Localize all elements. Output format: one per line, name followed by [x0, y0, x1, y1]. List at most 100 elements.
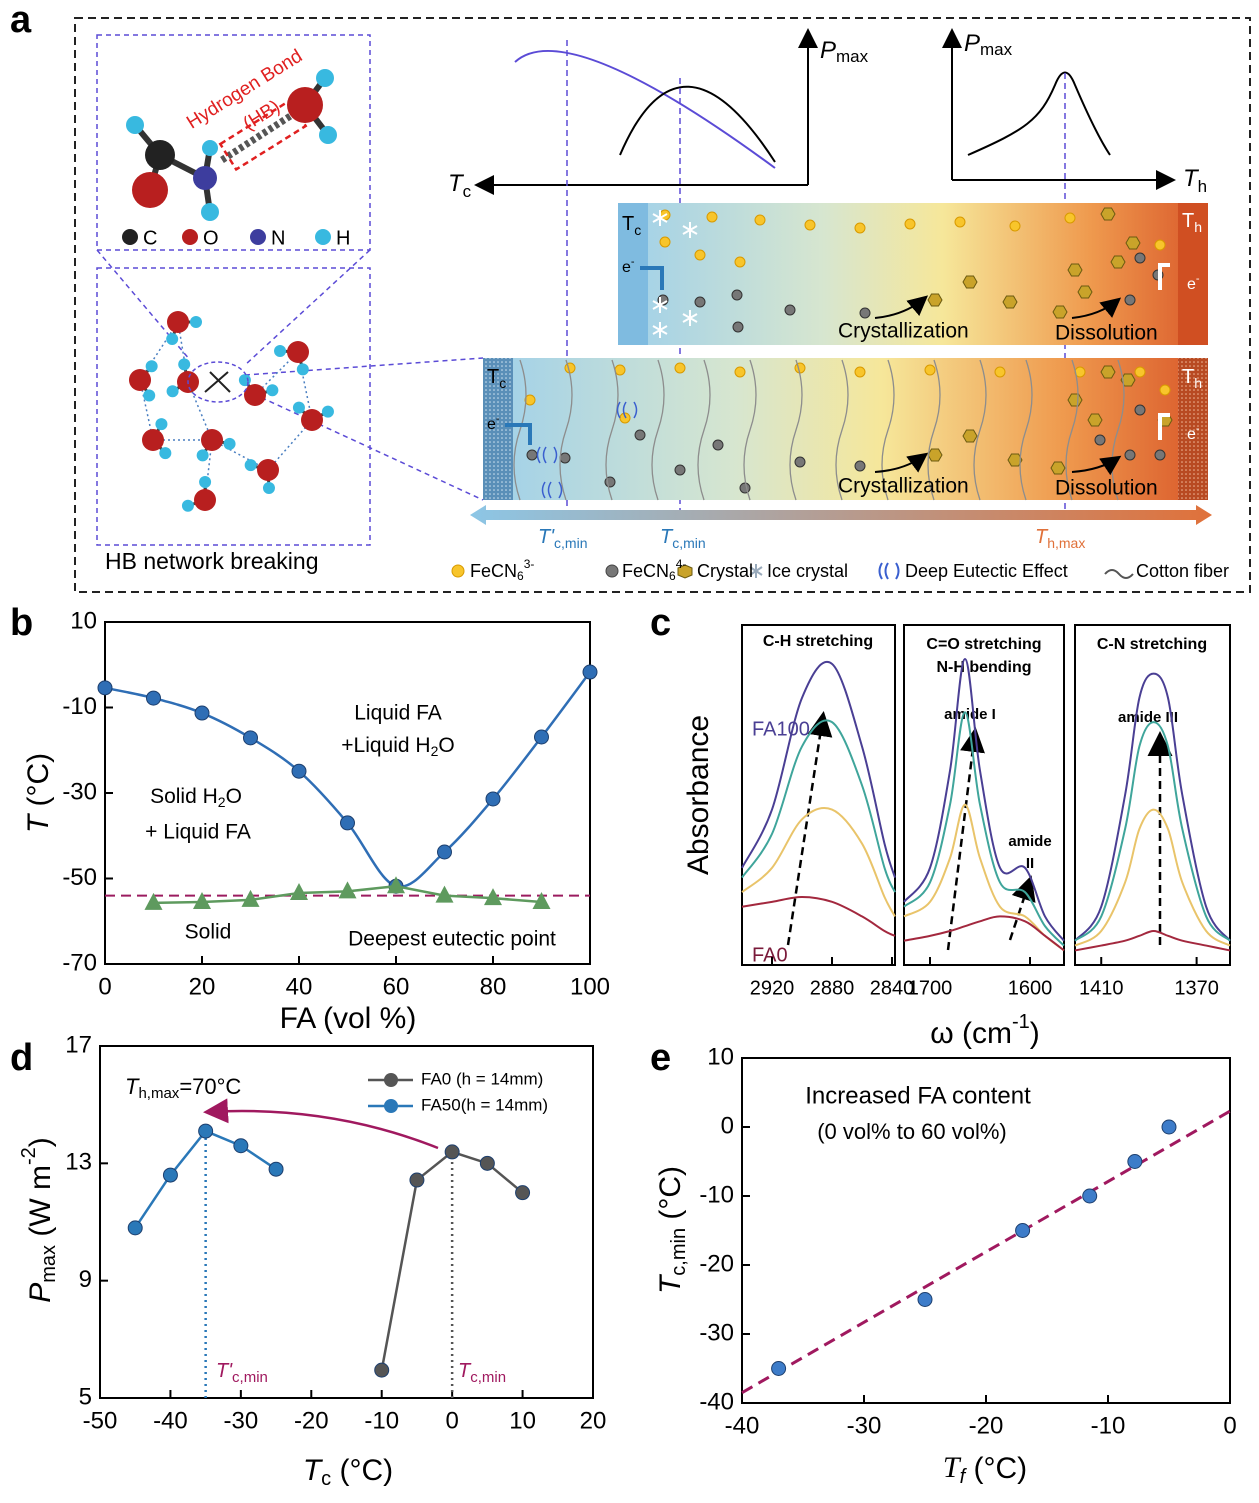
- y-tick-label: -40: [699, 1388, 734, 1415]
- crystal: [1052, 305, 1068, 319]
- axis-label: Th: [1183, 165, 1207, 196]
- data-point: [435, 885, 454, 903]
- x-tick-label: -40: [153, 1407, 188, 1434]
- atom-label: N: [271, 227, 285, 249]
- ice-crystal: [652, 322, 668, 338]
- data-point: [146, 690, 161, 706]
- y-axis-title: Absorbance: [682, 715, 715, 875]
- crystal: [962, 429, 978, 443]
- cotton-fiber: [881, 359, 895, 501]
- h-atom: [181, 499, 194, 512]
- molecule: [126, 69, 337, 221]
- hot-electrode: [1178, 203, 1208, 345]
- h-atom: [166, 385, 179, 398]
- ferrocyanide: [1134, 404, 1146, 416]
- spectrum: [741, 895, 896, 937]
- electron-arrow: [505, 423, 532, 445]
- data-point: [479, 1155, 495, 1171]
- electrode-label: Tc: [487, 366, 506, 390]
- spectrum: [741, 807, 896, 917]
- annotation: Solid: [185, 921, 232, 944]
- x-tick-label: -20: [969, 1412, 1004, 1439]
- electron-arrow: [1158, 413, 1170, 440]
- h-atom: [166, 333, 179, 346]
- annotation: +Liquid H2O: [341, 734, 454, 759]
- crystal: [1087, 413, 1103, 427]
- y-axis-title: Tc,min (°C): [654, 1166, 690, 1294]
- y-tick-label: -30: [62, 778, 97, 805]
- o-atom: [194, 489, 216, 511]
- data-point: [291, 763, 307, 779]
- spectrum: [1074, 721, 1231, 942]
- x-axis-title: Tc (°C): [303, 1454, 393, 1490]
- o-atom: [287, 341, 309, 363]
- shift-arrow: [203, 1098, 439, 1150]
- h-atom: [178, 358, 191, 371]
- annotation: FA100: [752, 718, 810, 740]
- ferrocyanide: [794, 456, 806, 468]
- y-tick-label: 10: [70, 607, 97, 634]
- data-point: [917, 1292, 933, 1307]
- ice-crystal: [682, 310, 698, 326]
- ferrocyanide: [712, 439, 724, 451]
- cotton-fiber: [927, 359, 941, 501]
- plot-frame: [1074, 624, 1231, 966]
- legend-label: FA50(h = 14mm): [421, 1095, 548, 1114]
- annotation: Solid H2O: [150, 785, 242, 810]
- y-axis-title: Pmax (W m-2): [18, 1137, 60, 1303]
- spectrum: [903, 915, 1065, 952]
- x-tick-label: 2920: [750, 977, 795, 999]
- deep-eutectic: [541, 481, 563, 499]
- h-atom: [274, 344, 287, 357]
- process-label: Crystallization: [838, 475, 969, 498]
- atom-label: C: [143, 227, 157, 249]
- cotton-fiber: [789, 359, 803, 501]
- cell-bar: [483, 358, 1208, 500]
- plot-frame: [99, 1045, 594, 1399]
- y-tick-label: 0: [721, 1112, 734, 1139]
- annotation: (0 vol% to 60 vol%): [817, 1119, 1007, 1144]
- x-tick-label: 0: [445, 1407, 458, 1434]
- y-tick-label: -50: [62, 864, 97, 891]
- data-point: [127, 1220, 143, 1236]
- annotation: amide III: [1118, 709, 1178, 726]
- ferricyanide: [1064, 212, 1076, 224]
- h-atom: [155, 418, 168, 431]
- x-tick-label: 40: [286, 973, 313, 1000]
- subplot-title: C=O stretching: [926, 636, 1041, 653]
- ferricyanide: [706, 211, 718, 223]
- ferricyanide: [1159, 384, 1171, 396]
- ferrocyanide: [731, 289, 743, 301]
- x-axis-title: ω (cm-1): [930, 1011, 1040, 1050]
- x-tick-label: 1410: [1079, 977, 1124, 999]
- ferrocyanide: [1124, 449, 1136, 461]
- data-point: [532, 892, 551, 910]
- crystal: [1067, 393, 1083, 407]
- data-point: [241, 889, 260, 907]
- ferrocyanide: [859, 307, 871, 319]
- fit-line: [741, 1109, 1231, 1394]
- cotton-fiber: [697, 359, 711, 501]
- y-tick-label: -10: [62, 693, 97, 720]
- spectrum: [1074, 808, 1231, 947]
- cotton-fiber: [1019, 359, 1033, 501]
- data-point: [1161, 1119, 1177, 1135]
- annotation: amide: [1008, 833, 1051, 850]
- crystal: [1077, 285, 1093, 299]
- scissor-circle: [187, 361, 249, 403]
- deep-eutectic: [536, 446, 558, 464]
- spectrum: [903, 657, 1065, 942]
- x-tick-label: 10: [509, 1407, 536, 1434]
- h-atom: [292, 401, 305, 414]
- trend-arrows: [786, 711, 1173, 951]
- data-point: [144, 892, 163, 910]
- molecule-box: [96, 34, 371, 251]
- x-tick-label: -30: [847, 1412, 882, 1439]
- data-point: [194, 705, 210, 721]
- y-axis-title: T (°C): [22, 753, 55, 833]
- y-tick-label: 17: [65, 1031, 92, 1058]
- panel-letter: c: [650, 602, 671, 644]
- network-caption: HB network breaking: [105, 548, 319, 574]
- ferricyanide: [694, 249, 706, 261]
- annotation: Th,max=70°C: [125, 1074, 241, 1102]
